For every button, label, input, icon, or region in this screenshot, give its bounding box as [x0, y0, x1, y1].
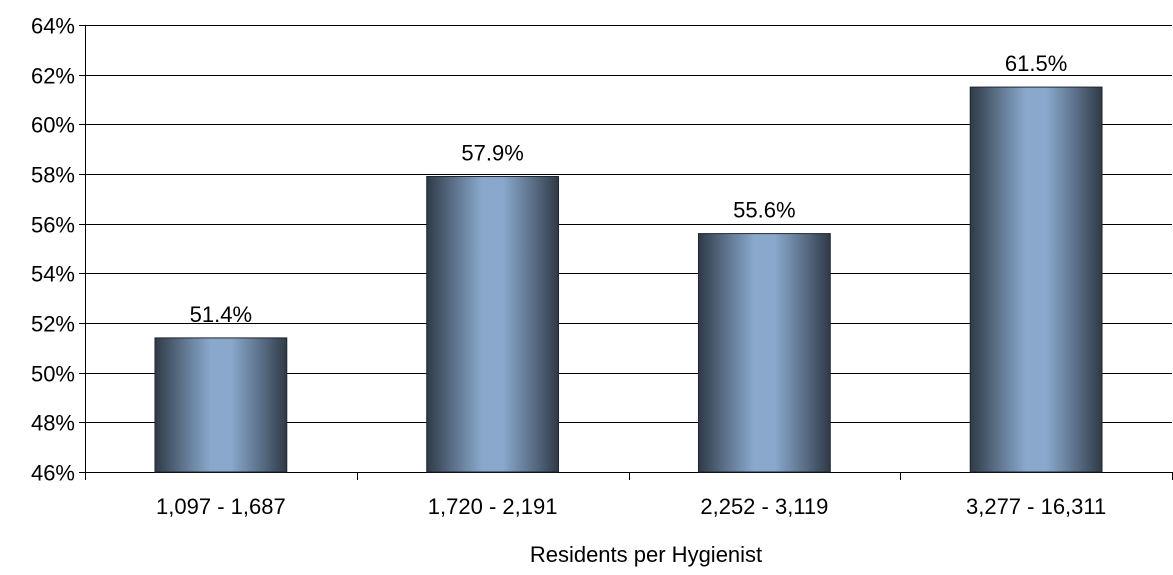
bar [426, 175, 560, 473]
data-label: 57.9% [461, 140, 523, 165]
x-tick-label: 3,277 - 16,311 [966, 494, 1106, 519]
y-tick-label: 46% [31, 461, 75, 486]
y-tick-label: 56% [31, 213, 75, 238]
y-tick-label: 54% [31, 262, 75, 287]
bar [697, 233, 831, 473]
x-tick-label: 1,720 - 2,191 [428, 494, 558, 519]
x-axis-title: Residents per Hygienist [530, 542, 762, 567]
bar [969, 86, 1103, 473]
y-tick-label: 64% [31, 14, 75, 39]
bar [154, 337, 288, 473]
data-label: 55.6% [733, 198, 795, 223]
y-tick-label: 58% [31, 163, 75, 188]
bars [154, 86, 1103, 473]
y-tick-label: 60% [31, 113, 75, 138]
labels: 46% 48% 50% 52% 54% 56% 58% 60% 62% 64% 51.4% 1,097… [31, 14, 1106, 520]
y-tick-label: 52% [31, 312, 75, 337]
y-tick-label: 62% [31, 64, 75, 89]
x-tick-label: 2,252 - 3,119 [700, 494, 828, 519]
data-label: 51.4% [190, 302, 252, 327]
data-label: 61.5% [1005, 51, 1067, 76]
y-tick-label: 50% [31, 362, 75, 387]
x-tick-label: 1,097 - 1,687 [156, 494, 286, 519]
y-tick-label: 48% [31, 411, 75, 436]
